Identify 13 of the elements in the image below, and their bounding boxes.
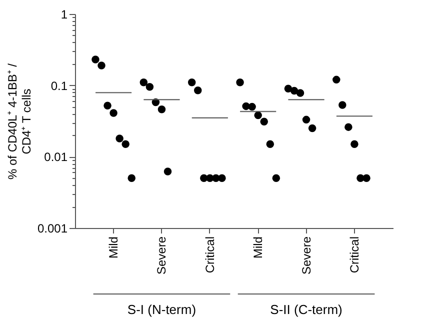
y-axis-title: % of CD40L⁺ 4-1BB⁺ / CD4⁺ T cells <box>5 62 34 180</box>
x-tick-label: Critical <box>347 236 362 274</box>
x-tick-label: Critical <box>202 236 217 274</box>
y-tick-label: 0.001 <box>37 222 68 236</box>
x-tick-label: Severe <box>154 236 169 275</box>
y-tick-label: 0.01 <box>44 150 68 164</box>
y-tick-label: 0.1 <box>50 78 68 93</box>
y-tick-label: 1 <box>60 8 68 22</box>
x-tick-label: Mild <box>251 236 266 259</box>
x-tick-label: Severe <box>299 236 314 275</box>
x-tick-label: Mild <box>106 236 121 259</box>
text: S-II (C-term) <box>270 302 342 317</box>
text: S-I (N-term) <box>127 302 196 317</box>
